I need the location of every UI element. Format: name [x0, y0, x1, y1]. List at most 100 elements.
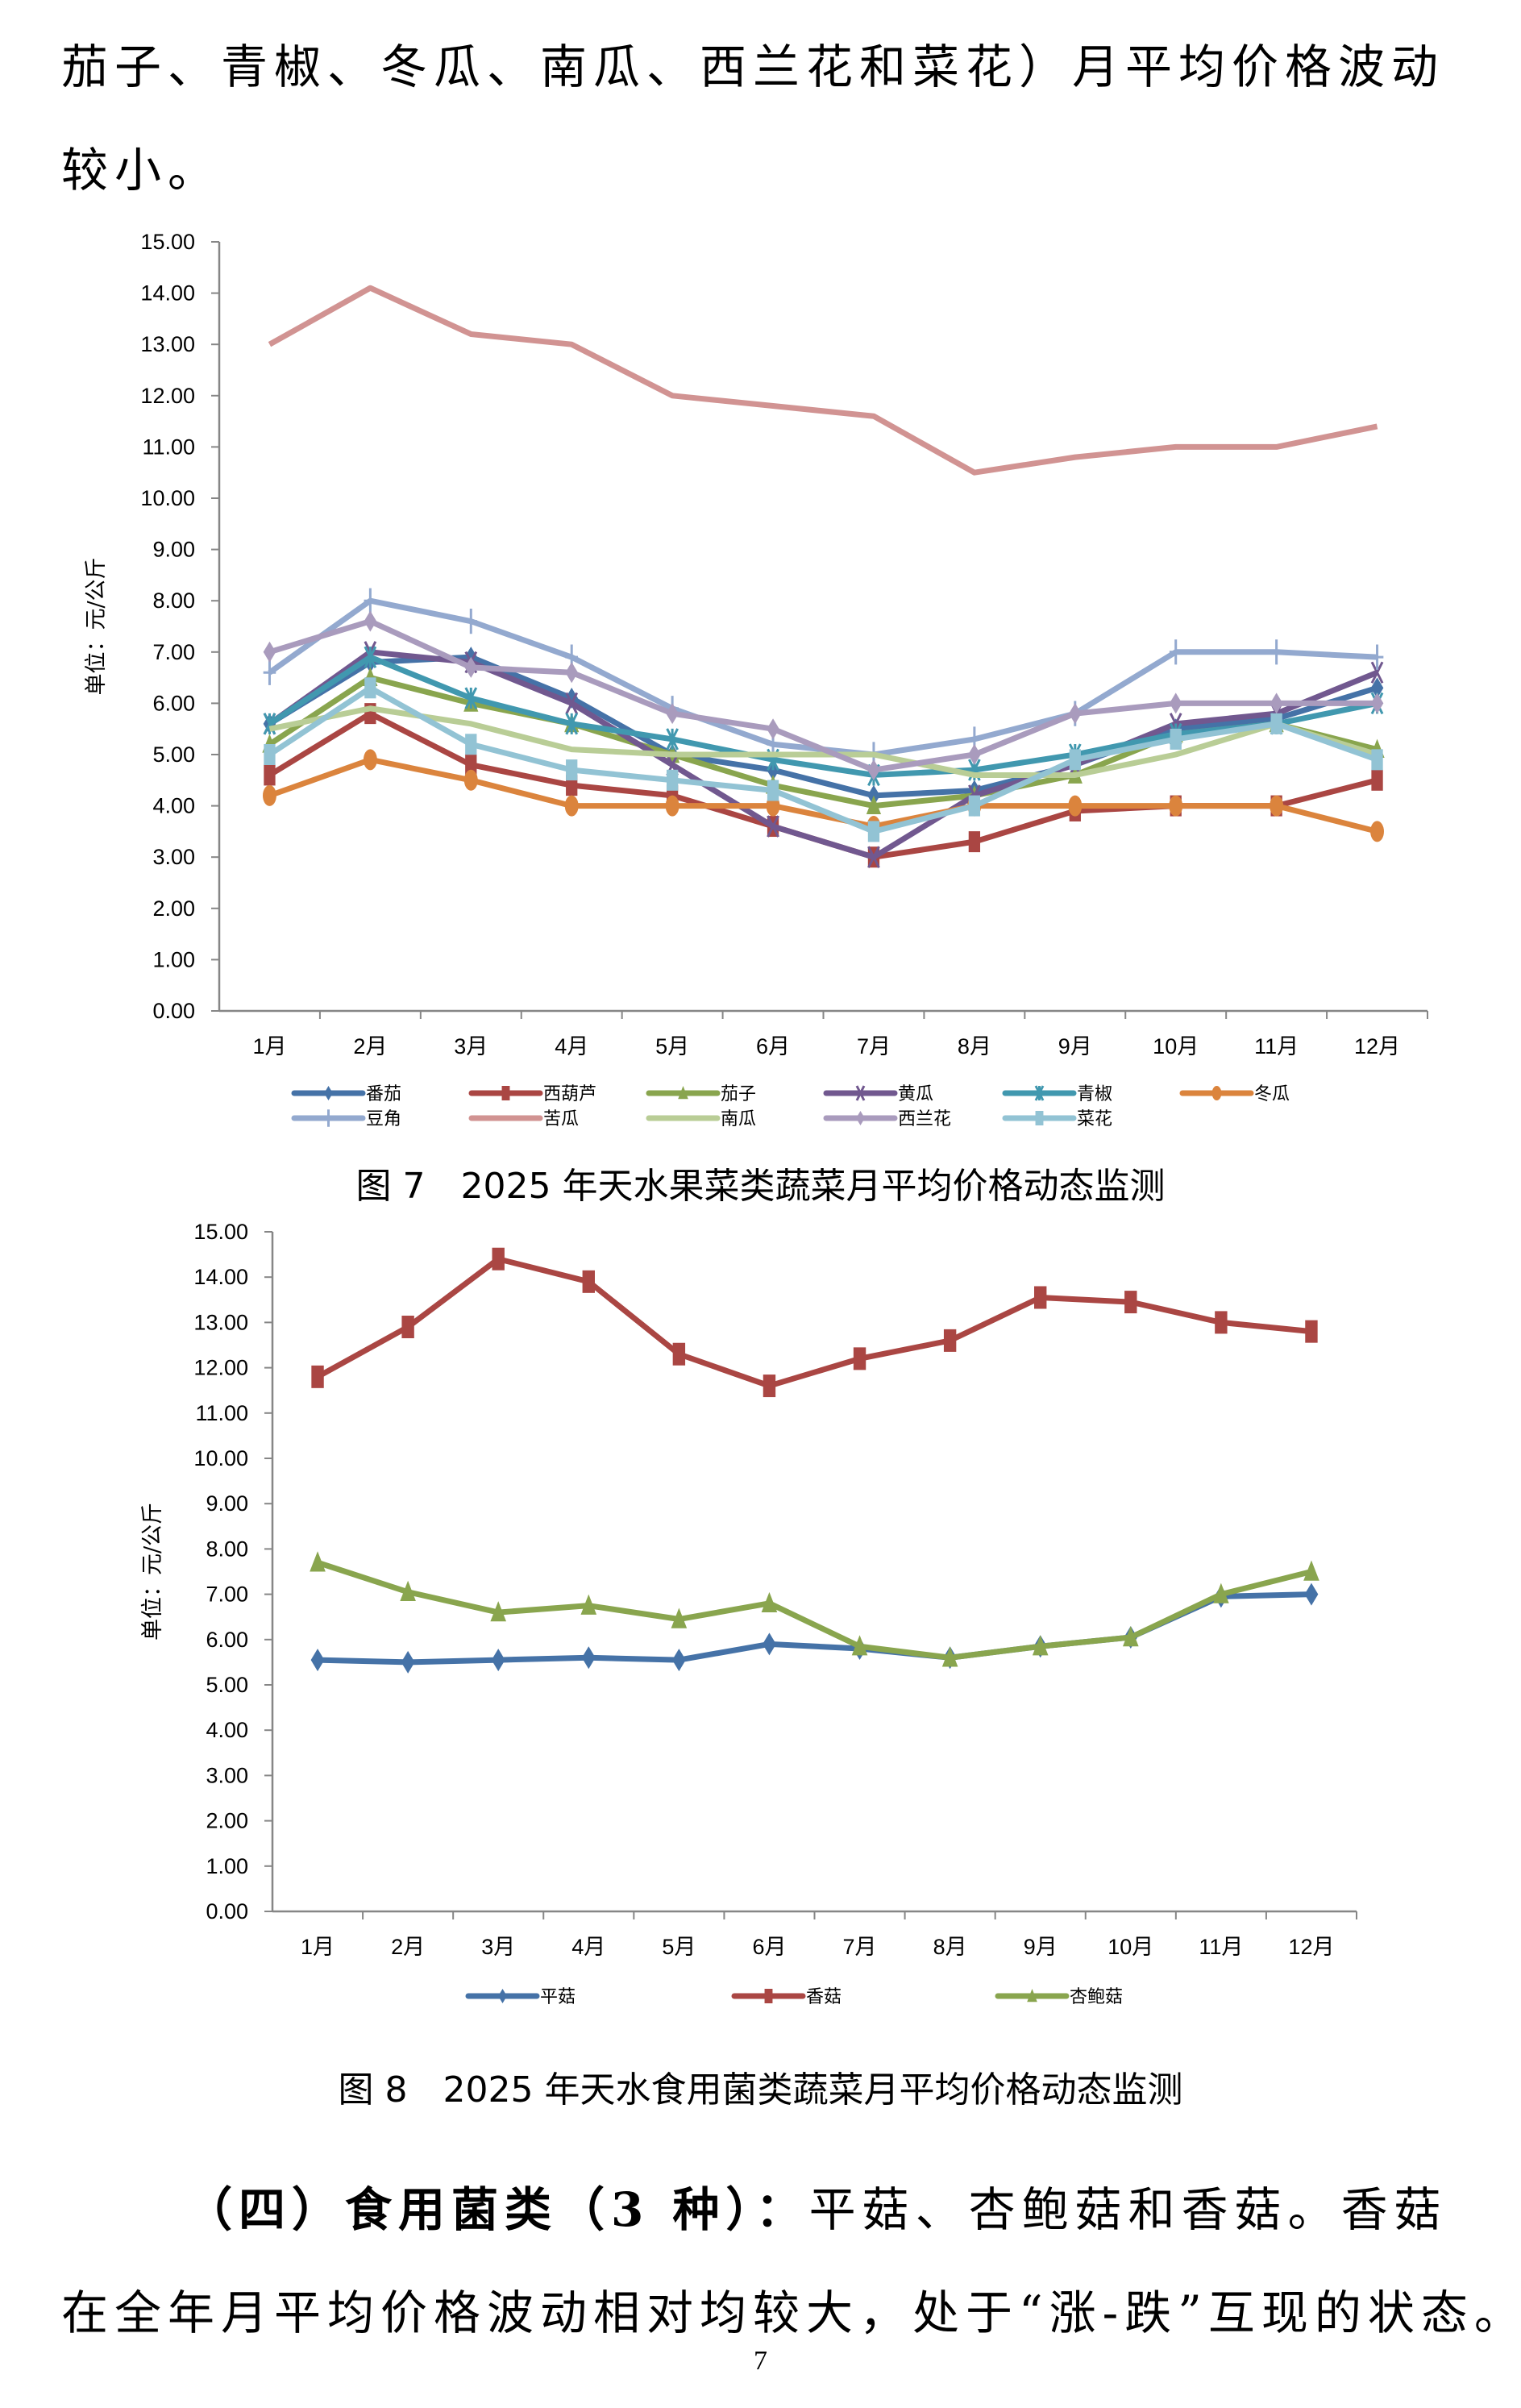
legend-label: 番茄	[366, 1084, 401, 1104]
series-10	[264, 677, 1383, 842]
data-point-marker	[767, 718, 779, 740]
x-tick-label: 11月	[1254, 1034, 1299, 1058]
data-point-marker	[363, 749, 377, 771]
data-point-marker	[364, 646, 377, 668]
y-tick-label: 13.00	[140, 332, 195, 356]
data-point-marker	[1032, 1635, 1049, 1656]
data-point-marker	[678, 1086, 688, 1100]
y-tick-label: 1.00	[206, 1854, 248, 1878]
series-line	[268, 756, 1378, 834]
legend-item: 杏鲍菇	[995, 1987, 1123, 2007]
y-tick-label: 11.00	[195, 1401, 248, 1425]
data-point-marker	[853, 1347, 866, 1370]
data-point-marker	[310, 1551, 326, 1572]
data-point-marker	[1270, 639, 1283, 665]
series-line	[268, 618, 1378, 773]
x-tick-label: 2月	[391, 1935, 425, 1959]
data-point-marker	[867, 846, 880, 868]
x-tick-label: 8月	[958, 1034, 991, 1058]
y-tick-label: 10.00	[193, 1446, 248, 1470]
y-tick-label: 5.00	[152, 742, 195, 767]
data-point-marker	[764, 1989, 773, 2003]
data-point-marker	[1370, 661, 1384, 684]
y-tick-label: 15.00	[140, 230, 195, 254]
data-point-marker	[1305, 1320, 1318, 1343]
y-tick-label: 14.00	[140, 281, 195, 306]
body-text-line: 茄子、青椒、冬瓜、南瓜、西兰花和菜花）月平均价格波动	[61, 40, 1445, 94]
chart-fig7: 0.00 1.00 2.00 3.00 4.00 5.00 6.00 7.00 8.00 9.00…	[84, 230, 1428, 1129]
data-point-marker	[968, 831, 981, 853]
data-point-marker	[1370, 821, 1384, 842]
x-tick-label: 10月	[1108, 1935, 1153, 1959]
data-point-marker	[310, 1649, 325, 1672]
y-tick-label: 0.00	[152, 999, 195, 1023]
data-point-marker	[564, 795, 579, 817]
data-point-marker	[867, 821, 880, 842]
data-point-marker	[364, 677, 376, 699]
y-tick-label: 7.00	[152, 640, 195, 664]
data-point-marker	[565, 692, 579, 715]
data-point-marker	[761, 1591, 778, 1613]
figure-caption-8: 图 8 2025 年天水食用菌类蔬菜月平均价格动态监测	[338, 2069, 1183, 2111]
data-point-marker	[492, 1247, 505, 1271]
legend-item: 苦瓜	[468, 1109, 579, 1129]
x-tick-label: 7月	[857, 1034, 891, 1058]
data-point-marker	[856, 1111, 865, 1125]
data-point-marker	[867, 759, 880, 781]
data-point-marker	[1169, 692, 1182, 714]
legend-label: 冬瓜	[1254, 1084, 1290, 1104]
y-tick-label: 6.00	[206, 1628, 248, 1652]
data-point-marker	[1069, 749, 1081, 771]
data-point-marker	[1270, 713, 1282, 734]
y-tick-label: 4.00	[152, 794, 195, 818]
data-point-marker	[1303, 1560, 1319, 1581]
legend-label: 黄瓜	[898, 1084, 933, 1104]
data-point-marker	[364, 610, 377, 632]
legend-item: 菜花	[1002, 1109, 1112, 1129]
data-point-marker	[264, 764, 276, 786]
data-point-marker	[401, 1650, 415, 1674]
data-point-marker	[580, 1594, 597, 1615]
y-axis-title: 单位：元/公斤	[84, 557, 109, 695]
legend-label: 菜花	[1077, 1109, 1112, 1129]
data-point-marker	[400, 1580, 416, 1601]
data-point-marker	[581, 1646, 596, 1670]
data-point-marker	[464, 656, 478, 678]
legend-item: 青椒	[1002, 1084, 1112, 1104]
paragraph-line: 在全年月平均价格波动相对均较大，处于“涨-跌”互现的状态。	[61, 2285, 1521, 2340]
figure-caption-7: 图 7 2025 年天水果菜类蔬菜月平均价格动态监测	[355, 1166, 1166, 1207]
data-point-marker	[324, 1109, 333, 1127]
y-tick-label: 5.00	[206, 1673, 248, 1697]
data-point-marker	[943, 1329, 957, 1352]
data-point-marker	[1034, 1085, 1045, 1101]
legend-label: 茄子	[721, 1084, 756, 1104]
series-9	[263, 610, 1384, 781]
y-tick-label: 3.00	[152, 845, 195, 869]
data-point-marker	[666, 703, 679, 725]
x-tick-label: 12月	[1354, 1034, 1400, 1058]
series-line	[268, 285, 1378, 476]
legend-item: 香菇	[731, 1987, 842, 2007]
data-point-marker	[1068, 795, 1083, 817]
data-point-marker	[1027, 1989, 1037, 2003]
y-tick-label: 8.00	[206, 1537, 248, 1561]
y-tick-label: 12.00	[193, 1356, 248, 1380]
data-point-marker	[665, 795, 679, 817]
y-tick-label: 7.00	[206, 1582, 248, 1607]
data-point-marker	[767, 815, 779, 838]
data-point-marker	[1213, 1582, 1229, 1603]
legend-item: 西葫芦	[468, 1084, 596, 1104]
data-point-marker	[498, 1989, 507, 2003]
data-point-marker	[401, 1316, 414, 1339]
y-tick-label: 12.00	[140, 384, 195, 408]
data-point-marker	[1371, 749, 1383, 771]
legend-label: 青椒	[1077, 1084, 1112, 1104]
x-tick-label: 9月	[1058, 1034, 1092, 1058]
data-point-marker	[582, 1270, 595, 1293]
x-tick-label: 4月	[555, 1034, 588, 1058]
x-tick-label: 5月	[662, 1935, 696, 1959]
x-tick-label: 5月	[655, 1034, 689, 1058]
data-point-marker	[968, 744, 981, 765]
legend-item: 豆角	[291, 1109, 401, 1129]
x-tick-label: 2月	[353, 1034, 387, 1058]
